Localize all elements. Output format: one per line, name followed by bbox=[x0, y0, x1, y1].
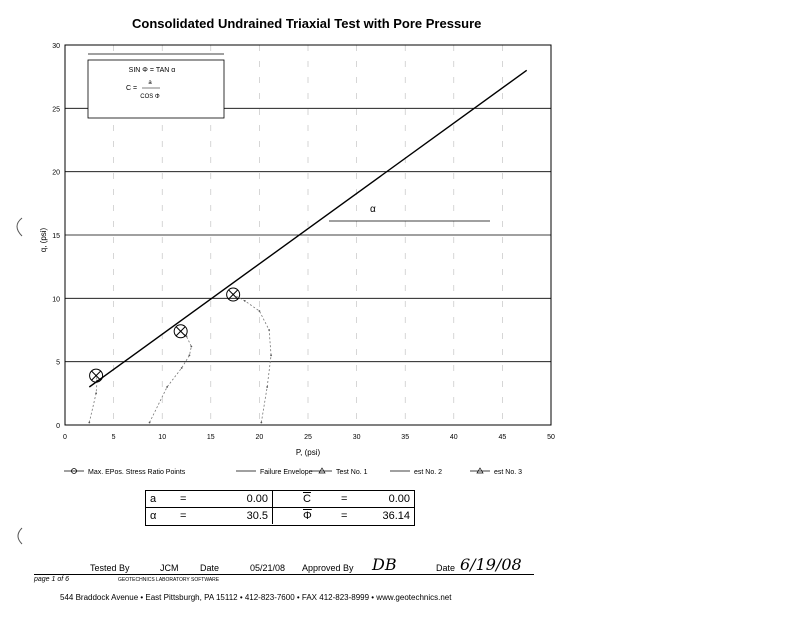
approved-by-signature: DB bbox=[372, 555, 397, 574]
y-tick-label: 20 bbox=[52, 170, 60, 177]
y-tick-label: 5 bbox=[56, 360, 60, 367]
grid-lines bbox=[64, 45, 552, 425]
tested-by-value: JCM bbox=[160, 563, 179, 573]
date-label: Date bbox=[200, 563, 220, 573]
footer-rule bbox=[34, 574, 534, 575]
failure-envelope-line bbox=[88, 69, 528, 388]
test-series bbox=[88, 293, 272, 424]
date2-label: Date bbox=[436, 563, 456, 573]
series-point bbox=[185, 335, 188, 338]
legend-marker bbox=[318, 467, 326, 474]
legend-marker bbox=[476, 467, 484, 474]
param-symbol: a bbox=[150, 493, 157, 505]
formula-box bbox=[87, 59, 225, 119]
series-line bbox=[88, 375, 98, 423]
x-tick-label: 45 bbox=[499, 434, 507, 441]
max-stress-cross bbox=[228, 289, 239, 300]
tested-by-label: Tested By bbox=[90, 563, 130, 573]
param-symbol: Φ bbox=[303, 510, 312, 522]
chart-title: Consolidated Undrained Triaxial Test wit… bbox=[132, 16, 482, 31]
x-tick-label: 50 bbox=[547, 434, 555, 441]
x-tick-label: 10 bbox=[158, 434, 166, 441]
plot-frame bbox=[64, 44, 552, 426]
param-value: 30.5 bbox=[204, 507, 273, 524]
param-equals: = bbox=[341, 510, 348, 522]
param-value: 0.00 bbox=[204, 491, 273, 508]
x-tick-label: 15 bbox=[207, 434, 215, 441]
param-value: 36.14 bbox=[382, 510, 410, 522]
series-point bbox=[268, 329, 271, 331]
series-point bbox=[270, 354, 272, 357]
series-line bbox=[149, 330, 192, 423]
formula-line1: SIN Φ = TAN α bbox=[129, 67, 176, 74]
series-point bbox=[180, 367, 183, 369]
series-line bbox=[232, 294, 272, 423]
legend-marker bbox=[71, 468, 77, 474]
series-point bbox=[243, 299, 246, 302]
series-point bbox=[188, 354, 191, 357]
parameter-row: a = 0.00 C = 0.00 bbox=[146, 491, 414, 508]
max-stress-point bbox=[226, 287, 241, 302]
legend-label: est No. 3 bbox=[494, 469, 522, 476]
series-point bbox=[258, 310, 261, 312]
x-tick-label: 35 bbox=[401, 434, 409, 441]
max-stress-cross bbox=[175, 326, 186, 337]
param-equals: = bbox=[180, 493, 187, 505]
approved-by-label: Approved By bbox=[302, 563, 354, 573]
legend-label: Test No. 1 bbox=[336, 469, 368, 476]
alpha-marker: α bbox=[370, 204, 376, 215]
param-symbol: α bbox=[150, 510, 157, 522]
param-value: 0.00 bbox=[388, 493, 410, 505]
software-note: GEOTECHNICS LABORATORY SOFTWARE bbox=[118, 577, 220, 583]
x-tick-label: 40 bbox=[450, 434, 458, 441]
axis-ticks: 0 5 10 15 20 25 30 0 5 10 15 20 25 30 35 40 45 50 bbox=[52, 43, 555, 441]
x-tick-label: 30 bbox=[353, 434, 361, 441]
max-stress-points bbox=[89, 287, 241, 383]
x-tick-label: 5 bbox=[112, 434, 116, 441]
date-value: 05/21/08 bbox=[250, 563, 286, 573]
formula-numerator: a bbox=[148, 80, 152, 86]
legend-label: Failure Envelope bbox=[260, 469, 313, 476]
legend-label: est No. 2 bbox=[414, 469, 442, 476]
date2-handwritten: 6/19/08 bbox=[460, 555, 522, 574]
max-stress-circle bbox=[173, 324, 188, 339]
max-stress-circle bbox=[226, 287, 241, 302]
max-stress-circle bbox=[89, 368, 104, 383]
series-point bbox=[166, 386, 168, 388]
param-equals: = bbox=[341, 493, 348, 505]
y-tick-label: 15 bbox=[52, 233, 60, 240]
series-point bbox=[266, 386, 269, 388]
x-tick-label: 20 bbox=[256, 434, 264, 441]
series-point bbox=[148, 421, 151, 424]
series-point bbox=[95, 392, 98, 395]
param-equals: = bbox=[180, 510, 187, 522]
formula-c-label: C = bbox=[126, 85, 137, 92]
legend-label: Max. EPos. Stress Ratio Points bbox=[88, 469, 186, 476]
x-axis-label: P, (psi) bbox=[296, 448, 321, 457]
company-address: 544 Braddock Avenue • East Pittsburgh, P… bbox=[60, 593, 452, 602]
series-point bbox=[190, 345, 193, 348]
max-stress-cross bbox=[91, 370, 101, 381]
formula-denominator: COS Φ bbox=[140, 94, 160, 100]
series-point bbox=[260, 421, 263, 424]
margin-mark-bottom bbox=[17, 527, 23, 545]
y-tick-label: 0 bbox=[56, 423, 60, 430]
param-symbol: C bbox=[303, 493, 311, 505]
legend: Max. EPos. Stress Ratio Points Failure En… bbox=[64, 467, 522, 476]
y-tick-label: 25 bbox=[52, 106, 60, 113]
y-axis-label: q, (psi) bbox=[39, 227, 48, 252]
page-number: page 1 of 6 bbox=[34, 576, 70, 583]
parameters-box: a = 0.00 C = 0.00 α = 30.5 Φ = 36.14 bbox=[145, 490, 415, 526]
parameters-table: a = 0.00 C = 0.00 α = 30.5 Φ = 36.14 bbox=[146, 491, 414, 524]
x-tick-label: 0 bbox=[63, 434, 67, 441]
margin-mark-top bbox=[16, 217, 23, 237]
x-tick-label: 25 bbox=[304, 434, 312, 441]
y-tick-label: 30 bbox=[52, 43, 60, 50]
max-stress-point bbox=[89, 368, 104, 383]
y-tick-label: 10 bbox=[52, 296, 60, 303]
max-stress-point bbox=[173, 324, 188, 339]
series-point bbox=[88, 421, 91, 424]
parameter-row: α = 30.5 Φ = 36.14 bbox=[146, 507, 414, 524]
